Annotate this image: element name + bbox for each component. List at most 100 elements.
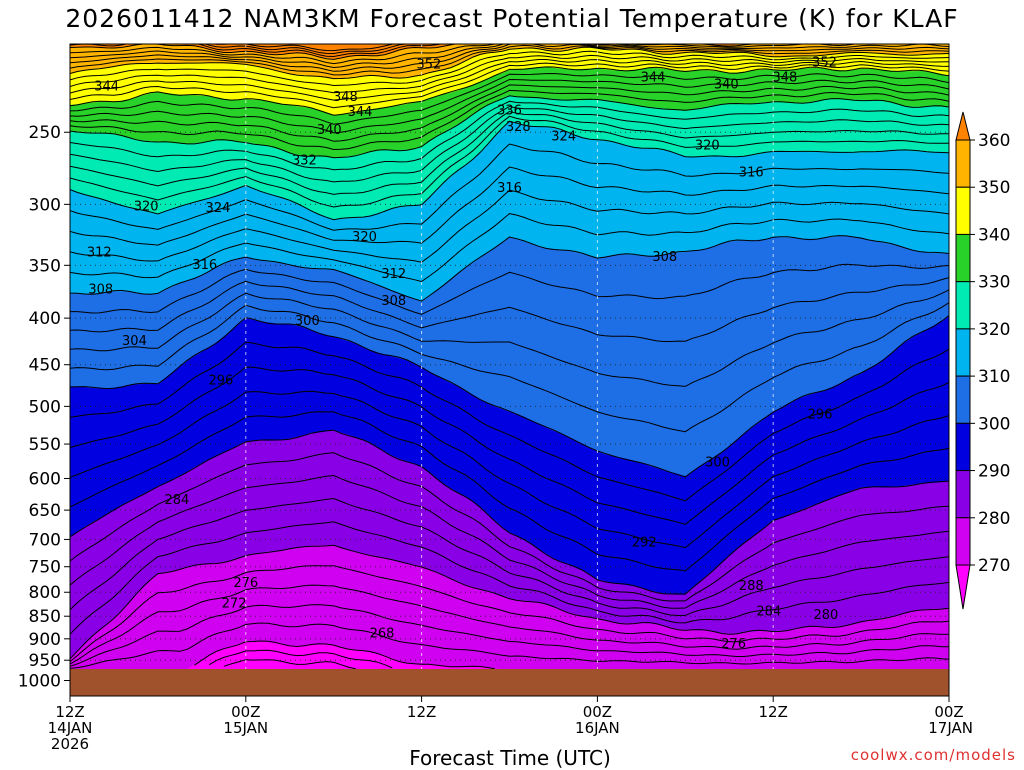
colorbar-bottom-arrow <box>955 564 971 610</box>
contour-label-284: 284 <box>165 493 190 508</box>
contour-label-320: 320 <box>134 200 159 215</box>
colorbar-label: 340 <box>978 225 1010 245</box>
contour-label-344: 344 <box>94 79 119 94</box>
contour-label-340: 340 <box>317 123 342 138</box>
contour-304 <box>70 289 949 387</box>
colorbar-segment <box>955 375 971 424</box>
contour-280 <box>70 544 949 660</box>
colorbar-label: 360 <box>978 131 1010 151</box>
contour-label-336: 336 <box>497 103 522 118</box>
contour-310 <box>70 235 949 302</box>
contour-label-312: 312 <box>87 246 112 261</box>
contour-label-316: 316 <box>739 165 764 180</box>
y-tick-label: 250 <box>29 123 61 143</box>
contour-label-316: 316 <box>192 258 217 273</box>
theta-contour-lines <box>70 44 949 670</box>
x-tick-label: 15JAN <box>223 719 268 737</box>
colorbar-label: 310 <box>978 367 1010 387</box>
colorbar-label: 300 <box>978 414 1010 434</box>
contour-320 <box>70 120 949 221</box>
contour-272 <box>70 622 949 669</box>
contour-314 <box>70 189 949 263</box>
contour-344 <box>70 59 949 101</box>
contour-278 <box>70 565 949 662</box>
contour-352 <box>70 44 949 76</box>
y-tick-label: 1000 <box>18 671 61 691</box>
contour-336 <box>70 78 949 134</box>
colorbar-segment <box>955 517 971 566</box>
x-tick-label: 00Z <box>934 703 963 721</box>
contour-label-344: 344 <box>348 105 373 120</box>
colorbar-segment <box>955 422 971 472</box>
x-tick-label: 17JAN <box>928 719 973 737</box>
y-tick-label: 500 <box>29 397 61 417</box>
axes: 250 300 350 400 450 500 550 600 650 700 750 800 850 9… <box>18 43 973 753</box>
y-tick-label: 600 <box>29 469 61 489</box>
y-tick-label: 400 <box>29 309 61 329</box>
contour-332 <box>70 89 949 151</box>
contour-312 <box>70 213 949 283</box>
contour-label-300: 300 <box>705 456 730 471</box>
y-tick-label: 350 <box>29 256 61 276</box>
x-tick-label: 12Z <box>759 703 788 721</box>
colorbar-label: 350 <box>978 178 1010 198</box>
contour-296 <box>70 366 949 525</box>
colorbar-label: 290 <box>978 462 1010 482</box>
contour-270 <box>194 640 495 670</box>
colorbar-segment <box>955 139 971 188</box>
contour-label-352: 352 <box>812 55 837 70</box>
contour-284 <box>70 497 949 617</box>
contour-label-288: 288 <box>739 579 764 594</box>
ground-layer <box>70 669 949 696</box>
contour-label-324: 324 <box>206 201 231 216</box>
contour-322 <box>70 115 949 208</box>
colorbar-segment <box>955 281 971 330</box>
ground-fill <box>70 669 949 696</box>
contour-label-344: 344 <box>641 70 666 85</box>
contour-label-272: 272 <box>222 596 247 611</box>
contour-label-312: 312 <box>381 267 406 282</box>
colorbar-label: 270 <box>978 556 1010 576</box>
y-tick-label: 650 <box>29 501 61 521</box>
contour-label-308: 308 <box>652 250 677 265</box>
colorbar-segment <box>955 470 971 519</box>
contour-label-352: 352 <box>417 57 442 72</box>
x-tick-label: 16JAN <box>575 719 620 737</box>
y-tick-label: 950 <box>29 651 61 671</box>
contour-338 <box>70 72 949 125</box>
contour-label-276: 276 <box>233 576 258 591</box>
contour-label-320: 320 <box>352 230 377 245</box>
contour-label-304: 304 <box>122 334 147 349</box>
contour-350 <box>70 46 949 80</box>
contour-360 <box>70 44 758 60</box>
contour-328 <box>70 100 949 171</box>
y-tick-label: 900 <box>29 630 61 650</box>
contour-362 <box>70 44 734 58</box>
contour-292 <box>70 411 949 572</box>
colorbar-segment <box>955 186 971 235</box>
contour-302 <box>70 302 949 433</box>
plot-frame <box>69 43 950 697</box>
x-tick-label: 12Z <box>55 703 84 721</box>
contour-label-292: 292 <box>632 536 657 551</box>
x-axis-label: Forecast Time (UTC) <box>409 746 611 770</box>
contour-label-340: 340 <box>714 77 739 92</box>
contour-label-296: 296 <box>808 407 833 422</box>
contour-318 <box>70 143 949 231</box>
contour-282 <box>70 521 949 635</box>
contour-358 <box>70 44 949 65</box>
contour-label-348: 348 <box>333 90 358 105</box>
colorbar-legend: 360 350 340 330 320 310 300 290 280 270 <box>955 111 1010 610</box>
y-tick-label: 850 <box>29 607 61 627</box>
contour-364 <box>104 44 413 55</box>
x-tick-label: 00Z <box>583 703 612 721</box>
contour-298 <box>70 341 949 502</box>
contour-348 <box>70 50 949 87</box>
contour-label-268: 268 <box>370 627 395 642</box>
contour-334 <box>70 84 949 142</box>
contour-300 <box>70 315 949 478</box>
colorbar-label: 320 <box>978 320 1010 340</box>
contour-label-300: 300 <box>295 314 320 329</box>
